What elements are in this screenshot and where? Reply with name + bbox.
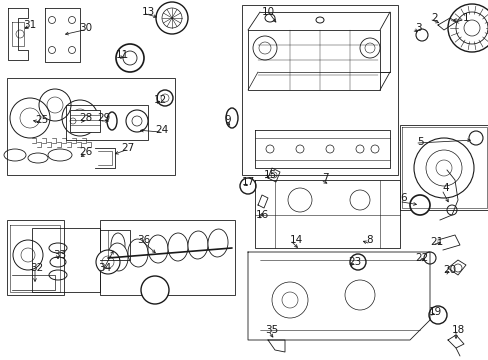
Circle shape <box>423 252 435 264</box>
Text: 25: 25 <box>35 115 48 125</box>
Text: 17: 17 <box>241 177 254 187</box>
Circle shape <box>116 44 143 72</box>
Text: 9: 9 <box>224 115 231 125</box>
Text: 18: 18 <box>450 325 464 335</box>
Circle shape <box>468 131 482 145</box>
Text: 1: 1 <box>462 13 468 23</box>
Text: 27: 27 <box>121 143 134 153</box>
Text: 20: 20 <box>443 265 456 275</box>
Circle shape <box>409 195 429 215</box>
Circle shape <box>349 254 365 270</box>
Ellipse shape <box>264 14 274 22</box>
Circle shape <box>156 2 187 34</box>
Text: 19: 19 <box>427 307 441 317</box>
Circle shape <box>415 29 427 41</box>
Text: 15: 15 <box>263 170 276 180</box>
Text: 31: 31 <box>23 20 37 30</box>
Text: 7: 7 <box>321 173 327 183</box>
Text: 13: 13 <box>141 7 154 17</box>
Text: 34: 34 <box>98 263 111 273</box>
Text: 33: 33 <box>53 250 66 260</box>
Text: 36: 36 <box>137 235 150 245</box>
Ellipse shape <box>128 239 148 267</box>
Text: 22: 22 <box>414 253 428 263</box>
Ellipse shape <box>168 233 187 261</box>
Text: 10: 10 <box>261 7 274 17</box>
Text: 29: 29 <box>97 113 110 123</box>
Bar <box>100 220 235 295</box>
Text: 23: 23 <box>347 257 361 267</box>
Text: 35: 35 <box>265 325 278 335</box>
Text: 28: 28 <box>79 113 92 123</box>
Text: 24: 24 <box>155 125 168 135</box>
Bar <box>70 110 100 132</box>
Text: 12: 12 <box>153 95 166 105</box>
Text: 16: 16 <box>255 210 268 220</box>
Text: 21: 21 <box>429 237 443 247</box>
Ellipse shape <box>107 112 117 130</box>
Bar <box>399 125 488 210</box>
Ellipse shape <box>108 243 128 271</box>
Text: 8: 8 <box>366 235 372 245</box>
Ellipse shape <box>207 229 227 257</box>
Text: 6: 6 <box>400 193 407 203</box>
Bar <box>242 5 397 175</box>
Bar <box>32 228 100 292</box>
Circle shape <box>447 4 488 52</box>
Text: 2: 2 <box>431 13 437 23</box>
Text: 14: 14 <box>289 235 302 245</box>
Circle shape <box>96 250 120 274</box>
Circle shape <box>141 276 169 304</box>
Text: 30: 30 <box>79 23 92 33</box>
Bar <box>66 105 148 140</box>
Circle shape <box>240 178 256 194</box>
Text: 4: 4 <box>442 183 448 193</box>
Circle shape <box>126 110 148 132</box>
Ellipse shape <box>148 235 168 263</box>
Text: 3: 3 <box>414 23 421 33</box>
Bar <box>7 220 64 295</box>
Ellipse shape <box>315 17 324 23</box>
Text: 5: 5 <box>417 137 424 147</box>
Ellipse shape <box>225 108 238 128</box>
Circle shape <box>428 306 446 324</box>
Text: 11: 11 <box>115 50 128 60</box>
Ellipse shape <box>187 231 207 259</box>
Circle shape <box>157 90 173 106</box>
Text: 26: 26 <box>79 147 92 157</box>
Bar <box>7 78 175 175</box>
Text: 32: 32 <box>30 263 43 273</box>
